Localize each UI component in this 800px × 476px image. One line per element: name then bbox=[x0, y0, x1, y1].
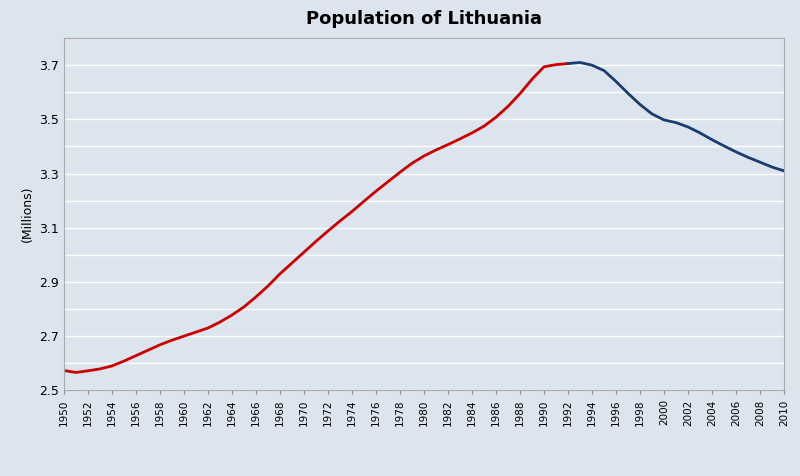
Title: Population of Lithuania: Population of Lithuania bbox=[306, 10, 542, 28]
Y-axis label: (Millions): (Millions) bbox=[21, 186, 34, 242]
